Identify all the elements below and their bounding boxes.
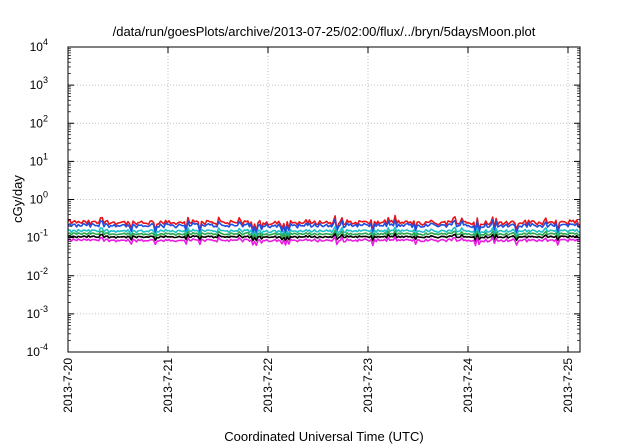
series-line [67,225,581,238]
x-axis-label: Coordinated Universal Time (UTC) [224,429,423,444]
y-axis-label: cGy/day [10,175,25,223]
y-tick-label: 101 [30,151,48,168]
y-tick-label: 103 [30,75,48,92]
grid-lines [68,47,580,352]
series-line [67,235,581,247]
series-line [67,218,581,236]
y-axis-ticks: 10-4 10-3 10-2 10-1 100 101 102 103 104 [27,37,580,359]
x-tick-label: 2013-7-25 [561,358,575,413]
series-group [67,214,581,247]
x-tick-label: 2013-7-22 [261,358,275,413]
y-tick-label: 100 [30,190,48,207]
x-tick-label: 2013-7-23 [361,358,375,413]
y-tick-label: 102 [30,113,48,130]
y-tick-label: 104 [30,37,48,54]
x-tick-label: 2013-7-21 [161,358,175,413]
x-axis-ticks: 2013-7-20 2013-7-21 2013-7-22 2013-7-23 2013… [61,47,575,413]
chart-title: /data/run/goesPlots/archive/2013-07-25/0… [113,24,536,39]
x-tick-label: 2013-7-20 [61,358,75,413]
y-tick-label: 10-3 [27,304,48,321]
y-tick-label: 10-2 [27,266,48,283]
y-tick-label: 10-1 [27,228,48,245]
x-tick-label: 2013-7-24 [461,358,475,413]
series-line [67,214,581,233]
series-line [67,232,581,242]
series-line [67,229,581,240]
y-tick-label: 10-4 [27,342,48,359]
